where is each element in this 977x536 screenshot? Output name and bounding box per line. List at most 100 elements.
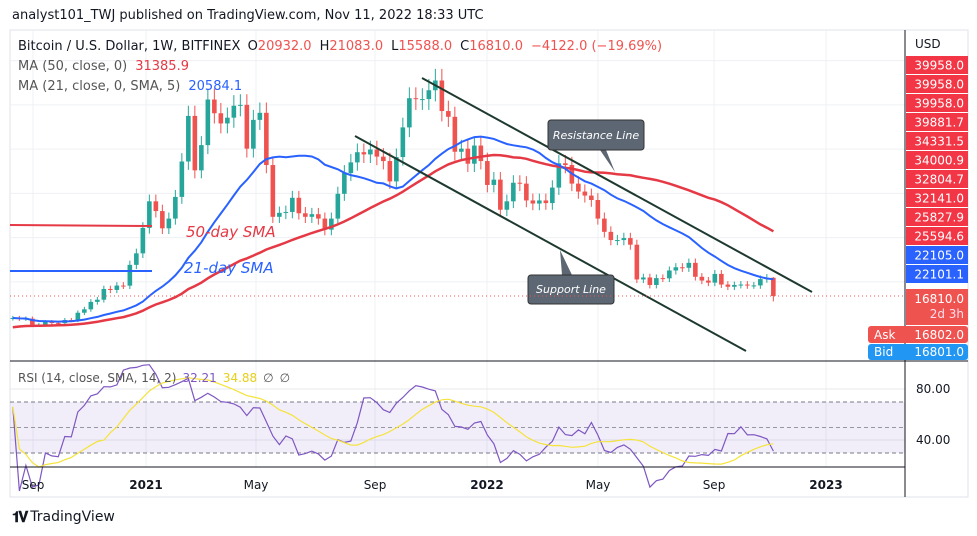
candle-body [361, 152, 367, 155]
price-label: 25827.9 [914, 211, 964, 225]
price-label-tag [906, 151, 968, 169]
price-label: 34331.5 [914, 135, 964, 149]
candle-body [329, 218, 334, 230]
candle-body [147, 201, 152, 228]
candle-body [355, 152, 360, 163]
ask-value: 16802.0 [914, 328, 964, 342]
candle-body [485, 161, 490, 185]
price-axis-labels[interactable]: 39958.0 39958.0 39958.0 39881.7 34331.5 34000… [906, 56, 968, 283]
time-axis[interactable]: Sep 2021 May Sep 2022 May Sep 2023 [22, 478, 843, 492]
resistance-trendline[interactable] [421, 77, 813, 293]
candle-body [127, 264, 133, 286]
price-label: 34000.9 [914, 154, 964, 168]
legend-l-label: L [391, 39, 399, 54]
candle-body [49, 322, 55, 324]
time-label: Sep [703, 478, 726, 492]
price-label: 39958.0 [914, 59, 964, 73]
svg-text:Bitcoin / U.S. Dollar, 1W, BIT: Bitcoin / U.S. Dollar, 1W, BITFINEX O2093… [18, 39, 662, 54]
candle-body [264, 112, 269, 166]
candle-body [634, 244, 640, 280]
rsi-line [12, 364, 774, 492]
candles [10, 68, 776, 327]
candle-body [654, 278, 659, 285]
legend-close: 16810.0 [469, 39, 523, 54]
price-label: 39958.0 [914, 97, 964, 111]
price-label: 22101.1 [914, 268, 964, 282]
candle-body [192, 115, 198, 171]
tradingview-logo-icon: 𝟏𝐕 [12, 508, 28, 526]
price-label: 22105.0 [914, 249, 964, 263]
candle-body [712, 273, 718, 283]
price-label-tag [906, 75, 968, 93]
candle-body [121, 285, 126, 287]
candle-body [75, 312, 81, 321]
candle-body [465, 148, 471, 164]
candle-body [407, 98, 412, 128]
tradingview-logo[interactable]: 𝟏𝐕 TradingView [12, 508, 115, 526]
candle-body [134, 253, 139, 265]
support-trendline[interactable] [354, 135, 747, 352]
svg-text:MA (21, close, 0, SMA, 5)20584: MA (21, close, 0, SMA, 5) 20584.1 [18, 79, 242, 94]
candle-body [491, 179, 497, 185]
bar-countdown: 2d 3h [930, 307, 964, 321]
rsi-ma-line [12, 377, 774, 468]
candle-body [732, 284, 737, 287]
candle-body [335, 193, 341, 219]
candle-body [641, 277, 646, 280]
candle-body [56, 322, 61, 324]
candle-body [667, 270, 672, 279]
sma50-marker-line [9, 224, 153, 227]
candle-body [225, 117, 230, 124]
candle-body [322, 218, 328, 230]
legend-low: 15588.0 [398, 39, 452, 54]
resistance-callout[interactable] [547, 119, 645, 151]
support-callout-text: Support Line [536, 283, 606, 296]
ma50-legend-label: MA (50, close, 0) [18, 59, 127, 74]
support-callout[interactable] [527, 274, 615, 305]
candle-body [199, 145, 204, 171]
resistance-callout-text: Resistance Line [553, 129, 639, 142]
rsi-legend-label: RSI (14, close, SMA, 14, 2) [18, 371, 176, 385]
candle-body [420, 99, 425, 101]
candle-body [348, 162, 354, 174]
price-label-tag [906, 265, 968, 283]
candle-body [101, 288, 107, 300]
rsi-ma-legend-value: 34.88 [223, 371, 257, 385]
svg-text:RSI (14, close, SMA, 14, 2)32.: RSI (14, close, SMA, 14, 2) 32.21 34.88 ∅ ∅ [18, 371, 290, 385]
last-price-tag [906, 289, 968, 325]
rsi-axis-80: 80.00 [916, 382, 950, 396]
ask-tag [868, 326, 968, 343]
candle-body [400, 127, 406, 158]
candle-body [517, 182, 523, 184]
candle-body [238, 104, 243, 106]
price-label-tag [906, 132, 968, 150]
candle-body [582, 191, 588, 196]
candle-body [537, 200, 542, 204]
ma50-legend-value: 31385.9 [135, 59, 189, 74]
legend-high: 21083.0 [329, 39, 383, 54]
chart-canvas[interactable]: 50-day SMA 21-day SMA Resistance Line Su… [0, 0, 977, 500]
candle-body [303, 213, 308, 217]
candle-body [368, 149, 373, 155]
candle-body [173, 196, 178, 219]
price-label: 32141.0 [914, 192, 964, 206]
price-label-tag [906, 94, 968, 112]
ma21-line [12, 135, 774, 323]
publish-info: analyst101_TWJ published on TradingView.… [12, 8, 484, 23]
candle-body [30, 318, 35, 325]
candle-body [88, 301, 94, 310]
candle-body [771, 277, 776, 296]
time-label: 2023 [809, 478, 842, 492]
candle-body [108, 288, 113, 290]
candle-body [290, 197, 295, 212]
legend-symbol: Bitcoin / U.S. Dollar, 1W, BITFINEX [18, 39, 240, 54]
price-label-tag [906, 113, 968, 131]
candle-body [511, 182, 516, 202]
candle-body [745, 284, 750, 286]
ask-label: Ask [874, 328, 895, 342]
time-label: May [586, 478, 611, 492]
candle-body [602, 218, 607, 232]
candle-body [381, 156, 386, 162]
candle-body [387, 161, 393, 182]
